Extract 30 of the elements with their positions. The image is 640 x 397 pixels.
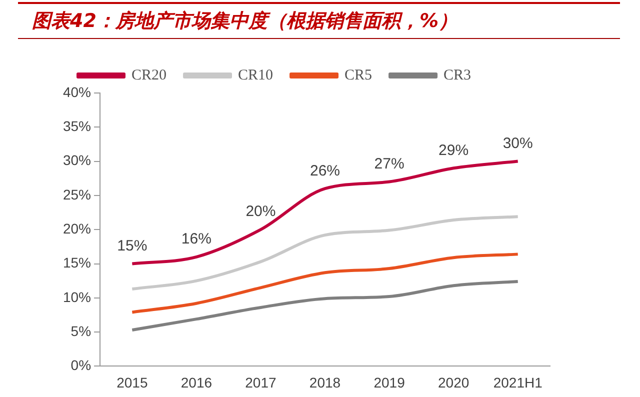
x-tick-label: 2017 xyxy=(245,374,277,390)
y-tick-label: 10% xyxy=(62,288,92,305)
legend-label: CR3 xyxy=(444,67,472,84)
data-label: 16% xyxy=(181,230,212,248)
y-tick-label: 40% xyxy=(62,84,92,100)
x-tick-label: 2015 xyxy=(116,374,148,390)
x-tick-label: 2018 xyxy=(309,374,341,390)
y-tick-label: 25% xyxy=(62,186,92,202)
x-tick-label: 2016 xyxy=(180,374,212,390)
y-tick-label: 5% xyxy=(70,322,92,339)
y-tick-label: 0% xyxy=(70,357,92,374)
x-tick-label: 2021H1 xyxy=(493,374,543,390)
data-label: 29% xyxy=(438,142,469,159)
data-label: 26% xyxy=(310,162,340,180)
x-tick-label: 2020 xyxy=(438,374,470,390)
y-tick-label: 35% xyxy=(62,118,92,134)
legend-label: CR5 xyxy=(344,67,372,84)
data-label: 27% xyxy=(374,155,404,172)
data-label: 15% xyxy=(117,237,148,254)
data-label: 30% xyxy=(502,134,533,152)
y-tick-label: 15% xyxy=(62,254,92,271)
chart-title: 图表42：房地产市场集中度（根据销售面积，%） xyxy=(18,2,620,39)
x-tick-label: 2019 xyxy=(374,374,406,390)
y-tick-label: 30% xyxy=(62,152,92,168)
y-tick-label: 20% xyxy=(62,220,92,236)
line-series xyxy=(130,280,520,332)
legend-label: CR20 xyxy=(132,67,167,84)
data-label: 20% xyxy=(246,203,276,220)
legend-label: CR10 xyxy=(238,67,274,84)
line-series xyxy=(130,252,520,314)
